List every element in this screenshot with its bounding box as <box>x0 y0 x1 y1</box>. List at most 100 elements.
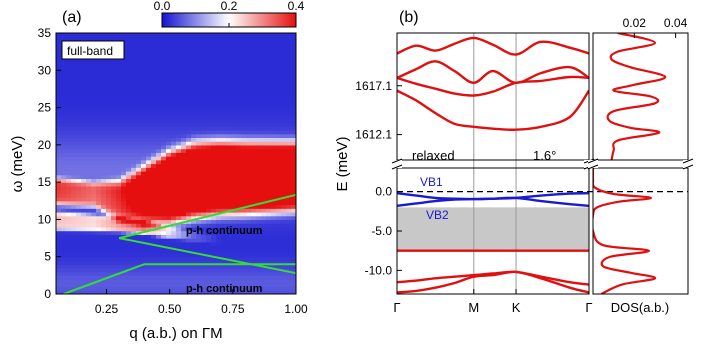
heatmap-cell <box>76 126 82 131</box>
heatmap-cell <box>86 189 92 194</box>
heatmap-cell <box>216 70 222 75</box>
heatmap-cell <box>246 36 252 42</box>
heatmap-cell <box>171 51 177 56</box>
heatmap-cell <box>156 133 162 138</box>
heatmap-cell <box>166 182 172 187</box>
heatmap-cell <box>181 193 187 198</box>
heatmap-cell <box>111 223 117 228</box>
heatmap-cell <box>146 111 152 116</box>
heatmap-cell <box>276 241 282 247</box>
heatmap-cell <box>281 264 287 269</box>
heatmap-cell <box>96 290 102 294</box>
heatmap-cell <box>61 238 67 243</box>
heatmap-cell <box>131 286 137 291</box>
heatmap-cell <box>171 77 177 83</box>
heatmap-cell <box>161 290 167 294</box>
heatmap-cell <box>261 245 267 250</box>
heatmap-cell <box>236 185 242 191</box>
heatmap-cell <box>96 115 102 120</box>
heatmap-cell <box>151 44 157 49</box>
heatmap-cell <box>236 204 242 209</box>
heatmap-cell <box>121 129 127 135</box>
heatmap-cell <box>191 129 197 135</box>
heatmap-cell <box>96 152 102 157</box>
heatmap-cell <box>156 208 162 213</box>
heatmap-cell <box>256 167 262 172</box>
heatmap-cell <box>111 211 117 217</box>
heatmap-cell <box>191 264 197 269</box>
heatmap-cell <box>176 44 182 49</box>
heatmap-cell <box>56 66 62 71</box>
heatmap-cell <box>196 267 202 273</box>
heatmap-cell <box>151 33 157 38</box>
heatmap-cell <box>181 66 187 71</box>
heatmap-cell <box>251 44 257 49</box>
heatmap-cell <box>141 279 147 284</box>
heatmap-cell <box>266 256 272 262</box>
heatmap-cell <box>271 219 277 224</box>
heatmap-cell <box>76 36 82 42</box>
heatmap-cell <box>221 264 227 269</box>
heatmap-cell <box>166 111 172 116</box>
heatmap-cell <box>131 256 137 262</box>
heatmap-cell <box>161 226 167 232</box>
heatmap-cell <box>226 167 232 172</box>
heatmap-cell <box>156 174 162 180</box>
heatmap-cell <box>151 156 157 161</box>
heatmap-cell <box>206 223 212 228</box>
heatmap-cell <box>66 88 72 94</box>
heatmap-cell <box>286 33 292 38</box>
heatmap-cell <box>101 36 107 42</box>
heatmap-cell <box>276 96 282 101</box>
heatmap-cell <box>56 115 62 120</box>
heatmap-cell <box>86 156 92 161</box>
heatmap-cell <box>241 230 247 235</box>
heatmap-cell <box>181 264 187 269</box>
heatmap-cell <box>136 178 142 183</box>
heatmap-cell <box>141 178 147 183</box>
heatmap-cell <box>241 137 247 142</box>
heatmap-cell <box>281 178 287 183</box>
heatmap-cell <box>101 271 107 276</box>
heatmap-cell <box>236 256 242 262</box>
dos-tick-label: 0.02 <box>623 16 647 30</box>
heatmap-cell <box>251 219 257 224</box>
heatmap-cell <box>86 185 92 191</box>
heatmap-cell <box>91 200 97 206</box>
heatmap-cell <box>146 197 152 202</box>
heatmap-cell <box>186 118 192 124</box>
heatmap-cell <box>251 77 257 83</box>
heatmap-cell <box>131 252 137 258</box>
heatmap-cell <box>56 279 62 284</box>
heatmap-cell <box>71 152 77 157</box>
heatmap-cell <box>211 92 217 97</box>
heatmap-cell <box>266 167 272 172</box>
heatmap-cell <box>141 286 147 291</box>
heatmap-cell <box>171 182 177 187</box>
heatmap-cell <box>86 33 92 38</box>
heatmap-cell <box>226 174 232 180</box>
heatmap-cell <box>166 70 172 75</box>
heatmap-cell <box>96 230 102 235</box>
heatmap-cell <box>241 215 247 221</box>
heatmap-cell <box>66 36 72 42</box>
heatmap-cell <box>191 238 197 243</box>
heatmap-cell <box>56 92 62 97</box>
heatmap-cell <box>76 81 82 86</box>
heatmap-cell <box>286 47 292 53</box>
heatmap-cell <box>111 264 117 269</box>
heatmap-cell <box>261 215 267 221</box>
heatmap-cell <box>256 174 262 180</box>
heatmap-cell <box>176 156 182 161</box>
heatmap-cell <box>201 197 207 202</box>
heatmap-cell <box>236 92 242 97</box>
heatmap-cell <box>131 100 137 105</box>
heatmap-cell <box>291 245 296 250</box>
heatmap-cell <box>111 81 117 86</box>
heatmap-cell <box>121 193 127 198</box>
heatmap-cell <box>216 252 222 258</box>
heatmap-cell <box>261 55 267 60</box>
heatmap-cell <box>261 137 267 142</box>
heatmap-cell <box>66 226 72 232</box>
heatmap-cell <box>71 167 77 172</box>
